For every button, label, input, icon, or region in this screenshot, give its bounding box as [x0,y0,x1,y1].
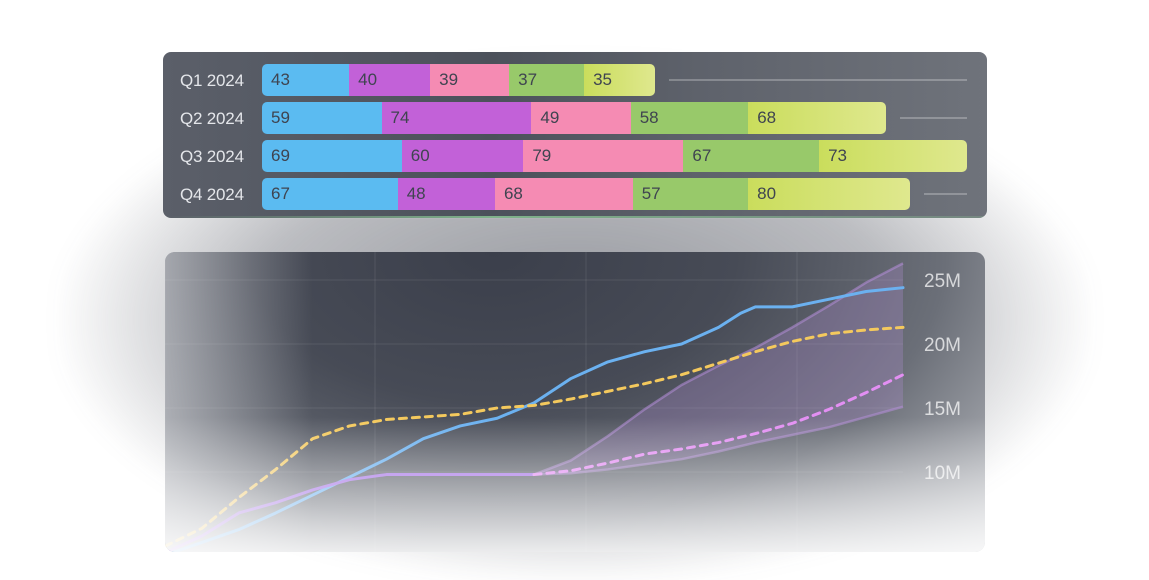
bar-segment: 59 [262,102,382,134]
segment-value-label: 57 [641,184,661,203]
bar-segment: 68 [748,102,886,134]
segment-value-label: 49 [540,108,560,127]
segment-value-label: 68 [757,108,777,127]
category-label: Q2 2024 [180,109,244,128]
bar-segment: 67 [683,140,820,172]
bar-track [899,117,967,119]
bar-segment: 69 [262,140,402,172]
stacked-bar-chart: Q1 2024 43 40 39 37 35 Q2 2024 59 74 49 58 68 Q3 202… [163,52,987,218]
segment-value-label: 67 [271,184,290,203]
category-label: Q4 2024 [180,185,244,204]
bar-track [924,193,967,195]
bar-segment: 73 [819,140,967,172]
stacked-bar: 43 40 39 37 35 [262,64,655,96]
bar-segment: 43 [262,64,350,96]
bar-segment: 35 [584,64,655,96]
line-chart: 10M 15M 20M 25M [165,252,961,552]
category-label: Q1 2024 [180,71,244,90]
segment-value-label: 35 [593,70,613,89]
category-label: Q3 2024 [180,147,244,166]
segment-value-label: 39 [439,70,459,89]
segment-value-label: 58 [639,108,659,127]
bar-segment: 49 [531,102,631,134]
segment-value-label: 37 [518,70,538,89]
segment-value-label: 59 [271,108,290,127]
bar-row: Q1 2024 43 40 39 37 35 [163,64,987,96]
bar-row: Q2 2024 59 74 49 58 68 [163,102,987,134]
y-tick-label: 15M [924,399,961,420]
bar-segment: 48 [397,178,495,210]
stacked-bar: 59 74 49 58 68 [262,102,886,134]
bar-segment: 80 [748,178,911,210]
bar-segment: 67 [262,178,398,210]
bar-row: Q4 2024 67 48 68 57 80 [163,178,987,210]
segment-value-label: 60 [410,146,430,165]
segment-value-label: 43 [271,70,290,89]
segment-value-label: 67 [692,146,712,165]
segment-value-label: 73 [828,146,847,165]
segment-value-label: 74 [390,108,410,127]
segment-value-label: 40 [358,70,378,89]
y-tick-label: 20M [924,335,961,356]
segment-value-label: 69 [271,146,290,165]
segment-value-label: 48 [406,184,426,203]
stacked-bar: 69 60 79 67 73 [262,140,967,172]
bar-segment: 74 [381,102,532,134]
y-tick-label: 10M [924,463,961,484]
segment-value-label: 68 [503,184,523,203]
bar-segment: 39 [430,64,510,96]
stacked-bar: 67 48 68 57 80 [262,178,911,210]
line-chart-card: 10M 15M 20M 25M [165,252,985,552]
bar-track [669,79,967,81]
segment-value-label: 80 [757,184,777,203]
segment-value-label: 79 [532,146,552,165]
bar-segment: 68 [494,178,633,210]
bar-segment: 37 [509,64,585,96]
bar-segment: 57 [632,178,749,210]
bar-row: Q3 2024 69 60 79 67 73 [163,140,987,172]
bar-segment: 60 [401,140,524,172]
bar-segment: 58 [630,102,749,134]
bar-segment: 40 [349,64,431,96]
y-tick-label: 25M [924,271,961,292]
bar-segment: 79 [523,140,684,172]
